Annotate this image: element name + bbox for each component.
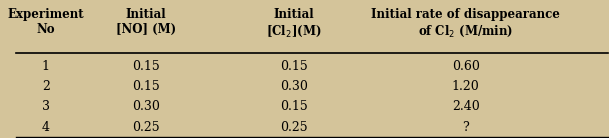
Text: 4: 4 (41, 121, 50, 134)
Text: Initial rate of disappearance
of Cl$_2$ (M/min): Initial rate of disappearance of Cl$_2$ … (371, 8, 560, 39)
Text: ?: ? (462, 121, 469, 134)
Text: 0.15: 0.15 (280, 60, 308, 73)
Text: 1.20: 1.20 (452, 80, 479, 93)
Text: 0.60: 0.60 (452, 60, 479, 73)
Text: 0.25: 0.25 (280, 121, 308, 134)
Text: 0.15: 0.15 (280, 100, 308, 113)
Text: 0.30: 0.30 (132, 100, 160, 113)
Text: 0.25: 0.25 (132, 121, 160, 134)
Text: 2: 2 (42, 80, 49, 93)
Text: 0.30: 0.30 (280, 80, 308, 93)
Text: 3: 3 (41, 100, 50, 113)
Text: Initial
[Cl$_2$](M): Initial [Cl$_2$](M) (266, 8, 322, 39)
Text: 0.15: 0.15 (132, 60, 160, 73)
Text: 0.15: 0.15 (132, 80, 160, 93)
Text: 1: 1 (41, 60, 50, 73)
Text: Initial
[NO] (M): Initial [NO] (M) (116, 8, 176, 36)
Text: 2.40: 2.40 (452, 100, 479, 113)
Text: Experiment
No: Experiment No (7, 8, 84, 36)
